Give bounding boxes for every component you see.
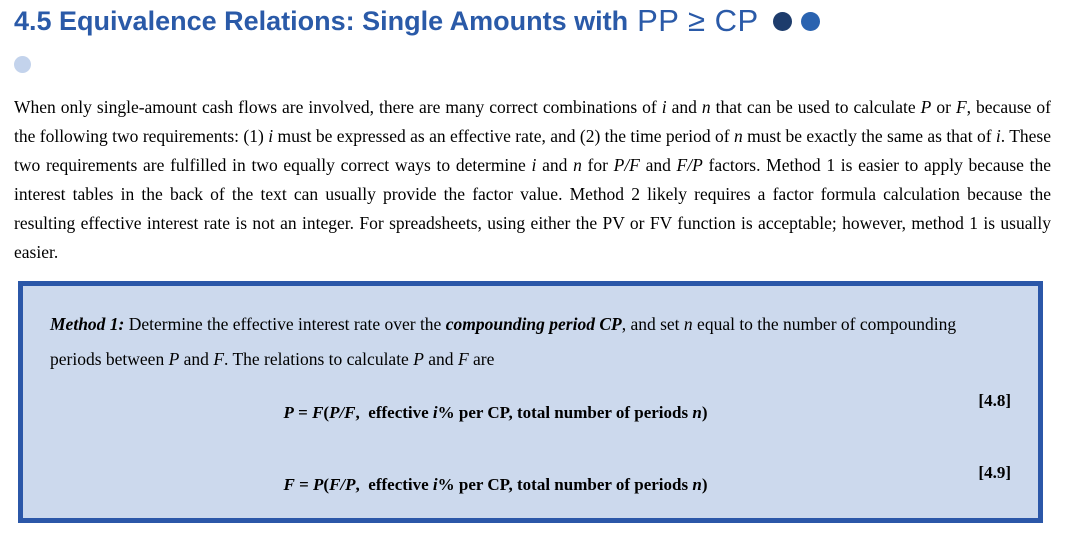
text-run: P bbox=[313, 475, 324, 494]
text-run: F bbox=[312, 403, 324, 422]
text-run: P bbox=[283, 403, 294, 422]
difficulty-dot-icon-1 bbox=[772, 11, 792, 31]
text-run: , effective bbox=[355, 475, 433, 494]
text-run: that can be used to calculate bbox=[710, 97, 921, 117]
text-run: , effective bbox=[355, 403, 433, 422]
text-run: n bbox=[692, 403, 702, 422]
text-run: and bbox=[666, 97, 702, 117]
text-run: % per CP, total number of periods bbox=[437, 403, 693, 422]
text-run: must be expressed as an effective rate, … bbox=[273, 126, 734, 146]
text-run: n bbox=[573, 155, 582, 175]
text-run: F bbox=[283, 475, 295, 494]
text-run: ( bbox=[323, 403, 330, 422]
text-run: and bbox=[536, 155, 574, 175]
text-run: n bbox=[692, 475, 702, 494]
text-run: equal to the number of compounding perio… bbox=[50, 314, 957, 369]
text-run: Method 1: bbox=[50, 314, 125, 334]
text-run: F/P bbox=[329, 475, 356, 494]
text-run: , and set bbox=[621, 314, 684, 334]
text-run: and bbox=[423, 349, 458, 369]
method-1-paragraph: Method 1: Determine the effective intere… bbox=[50, 307, 1011, 377]
text-run: factors. Method 1 is easier to apply bec… bbox=[14, 155, 1051, 262]
text-run: F bbox=[955, 97, 967, 117]
equation-row-2: F = P(F/P, effective i% per CP, total nu… bbox=[23, 463, 1038, 495]
difficulty-dot-icon-2 bbox=[800, 11, 820, 31]
text-run: P/F bbox=[613, 155, 640, 175]
text-run: % per CP, total number of periods bbox=[437, 475, 693, 494]
text-run: F bbox=[457, 349, 469, 369]
text-run: F/P bbox=[676, 155, 703, 175]
text-run: compounding period CP bbox=[445, 314, 622, 334]
text-run: When only single-amount cash flows are i… bbox=[14, 97, 662, 117]
text-run: ) bbox=[701, 475, 708, 494]
equation-label-4-9: [4.9] bbox=[978, 463, 1011, 482]
text-run: ( bbox=[323, 475, 330, 494]
text-run: i bbox=[531, 155, 537, 175]
text-run: n bbox=[733, 126, 743, 146]
text-run: and bbox=[639, 155, 677, 175]
text-run: n bbox=[701, 97, 711, 117]
text-run: P bbox=[168, 349, 180, 369]
text-run: i bbox=[268, 126, 274, 146]
equation-4-9: F = P(F/P, effective i% per CP, total nu… bbox=[50, 475, 941, 495]
method-1-box: Method 1: Determine the effective intere… bbox=[18, 281, 1043, 523]
text-run: P bbox=[920, 97, 932, 117]
text-run: F bbox=[213, 349, 225, 369]
text-run: = bbox=[294, 475, 314, 494]
text-run: i bbox=[432, 403, 438, 422]
text-run: must be exactly the same as that of bbox=[742, 126, 996, 146]
text-run: P bbox=[413, 349, 424, 369]
equation-4-8: P = F(P/F, effective i% per CP, total nu… bbox=[50, 403, 941, 423]
text-run: and bbox=[179, 349, 214, 369]
text-run: i bbox=[995, 126, 1001, 146]
text-run: n bbox=[683, 314, 693, 334]
text-run: . The relations to calculate bbox=[224, 349, 414, 369]
text-run: i bbox=[661, 97, 667, 117]
text-run: . These two requirements are fulfilled i… bbox=[14, 126, 1052, 175]
equation-row-1: P = F(P/F, effective i% per CP, total nu… bbox=[23, 391, 1038, 423]
text-run: , because of the following two requireme… bbox=[14, 97, 1052, 146]
equation-label-4-8: [4.8] bbox=[978, 391, 1011, 410]
text-run: P/F bbox=[329, 403, 356, 422]
bullet-dot-icon bbox=[14, 56, 31, 73]
section-title: 4.5 Equivalence Relations: Single Amount… bbox=[0, 0, 1068, 38]
text-run: for bbox=[581, 155, 614, 175]
intro-paragraph: When only single-amount cash flows are i… bbox=[14, 93, 1051, 267]
text-run: i bbox=[432, 475, 438, 494]
text-run: Determine the effective interest rate ov… bbox=[124, 314, 446, 334]
section-title-math: PP ≥ CP bbox=[637, 3, 759, 38]
text-run: are bbox=[468, 349, 495, 369]
text-run: or bbox=[931, 97, 956, 117]
text-run: = bbox=[293, 403, 313, 422]
section-title-text: 4.5 Equivalence Relations: Single Amount… bbox=[14, 6, 629, 36]
text-run: ) bbox=[701, 403, 708, 422]
